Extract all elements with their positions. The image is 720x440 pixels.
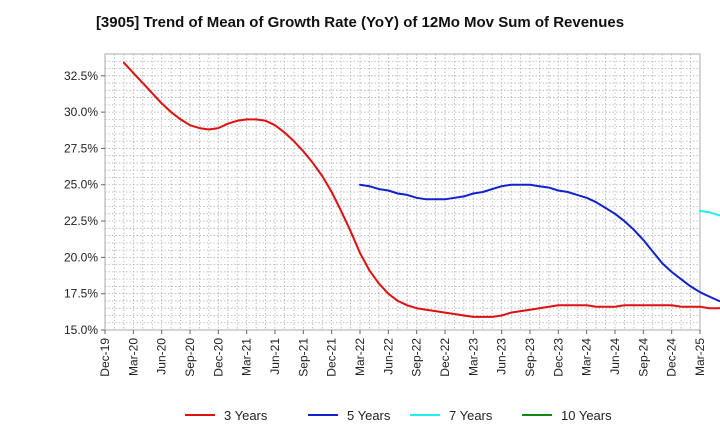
x-tick-label: Jun-22	[381, 338, 395, 375]
x-tick-label: Mar-22	[353, 338, 367, 376]
x-tick-label: Dec-22	[438, 338, 452, 377]
x-tick-label: Jun-20	[155, 338, 169, 375]
x-tick-label: Mar-25	[693, 338, 707, 376]
x-tick-label: Mar-23	[466, 338, 480, 376]
y-tick-label: 20.0%	[64, 250, 98, 264]
x-tick-label: Jun-23	[495, 338, 509, 375]
series-line-3-years	[122, 61, 720, 318]
x-tick-label: Mar-20	[126, 338, 140, 376]
x-tick-label: Jun-21	[268, 338, 282, 375]
legend-label: 5 Years	[347, 408, 391, 423]
x-tick-label: Jun-24	[608, 338, 622, 375]
x-tick-label: Dec-19	[98, 338, 112, 377]
x-tick-label: Sep-22	[410, 338, 424, 377]
legend-label: 10 Years	[561, 408, 612, 423]
x-tick-label: Sep-20	[183, 338, 197, 377]
y-tick-label: 22.5%	[64, 214, 98, 228]
series-line-5-years	[359, 183, 720, 303]
x-tick-label: Sep-24	[636, 338, 650, 377]
x-tick-label: Sep-21	[296, 338, 310, 377]
x-tick-label: Dec-24	[665, 338, 679, 377]
x-tick-label: Dec-23	[551, 338, 565, 377]
legend-label: 3 Years	[224, 408, 268, 423]
x-tick-label: Mar-24	[580, 338, 594, 376]
series-line-7-years	[699, 209, 720, 217]
y-tick-label: 17.5%	[64, 287, 98, 301]
x-tick-label: Dec-21	[325, 338, 339, 377]
x-tick-label: Mar-21	[240, 338, 254, 376]
y-tick-label: 30.0%	[64, 105, 98, 119]
y-tick-label: 32.5%	[64, 69, 98, 83]
y-tick-label: 15.0%	[64, 323, 98, 337]
y-tick-label: 25.0%	[64, 178, 98, 192]
x-tick-label: Sep-23	[523, 338, 537, 377]
chart-title: [3905] Trend of Mean of Growth Rate (YoY…	[95, 14, 625, 31]
x-tick-label: Dec-20	[211, 338, 225, 377]
legend-label: 7 Years	[449, 408, 493, 423]
y-tick-label: 27.5%	[64, 141, 98, 155]
